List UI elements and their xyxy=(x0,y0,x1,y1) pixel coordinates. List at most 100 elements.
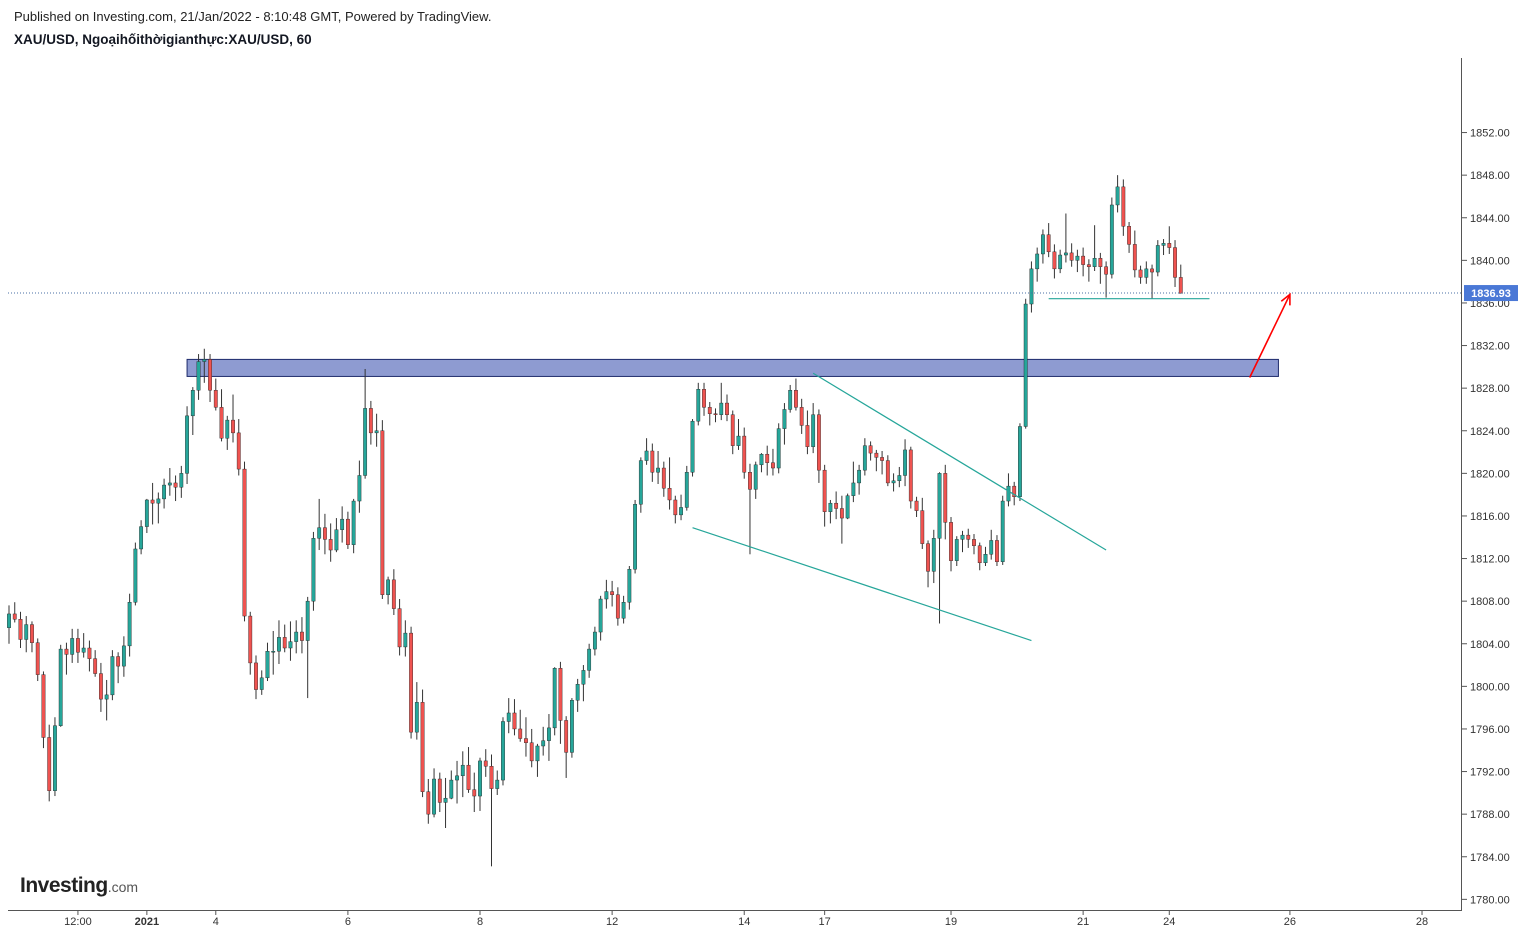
y-tick-label: 1784.00 xyxy=(1470,852,1510,864)
x-tick-label: 12 xyxy=(606,916,618,928)
candle-body-down xyxy=(817,414,821,471)
candle-body-up xyxy=(1018,426,1022,497)
candle-body-down xyxy=(1081,255,1086,265)
y-tick-label: 1852.00 xyxy=(1470,128,1510,140)
candle-body-down xyxy=(1150,268,1154,273)
candle-body-down xyxy=(397,608,402,648)
candle-body-down xyxy=(93,658,98,674)
x-tick-label: 28 xyxy=(1416,916,1428,928)
candle-body-up xyxy=(1063,252,1068,256)
y-tick-label: 1824.00 xyxy=(1470,426,1510,438)
candle-body-up xyxy=(679,507,683,516)
x-tick-label: 4 xyxy=(213,916,219,928)
candle-body-up xyxy=(581,670,586,685)
candle-body-down xyxy=(472,789,477,797)
candle-body-down xyxy=(35,642,40,675)
candle-body-down xyxy=(1069,252,1074,261)
candle-body-up xyxy=(351,500,356,545)
candle-body-up xyxy=(449,779,454,799)
candle-body-down xyxy=(558,668,563,721)
candle-body-down xyxy=(943,473,948,523)
candle-body-down xyxy=(282,637,287,649)
candle-body-down xyxy=(512,712,517,730)
candle-body-up xyxy=(638,460,643,505)
x-tick-label: 6 xyxy=(345,916,351,928)
x-tick-label: 17 xyxy=(819,916,831,928)
candle-body-down xyxy=(771,462,775,469)
candle-body-up xyxy=(133,548,138,603)
candle-body-down xyxy=(420,702,425,792)
x-axis-ticks: 12:00 2021 4 6 8 12 14 17 19 21 24 26 28 xyxy=(64,910,1428,928)
candle-body-down xyxy=(64,648,69,655)
candle-body-up xyxy=(305,600,310,641)
candle-body-down xyxy=(874,452,879,458)
candle-body-down xyxy=(972,539,976,546)
candle-body-down xyxy=(667,488,672,501)
candle-body-up xyxy=(753,464,758,490)
candle-body-up xyxy=(7,613,11,628)
candle-body-down xyxy=(673,499,678,516)
candle-body-down xyxy=(977,545,982,564)
candle-body-down xyxy=(880,457,884,461)
candle-body-down xyxy=(483,760,488,767)
candle-body-up xyxy=(403,632,408,648)
candle-body-up xyxy=(644,450,649,461)
x-tick-label: 2021 xyxy=(135,916,159,928)
candle-body-down xyxy=(300,631,304,641)
y-tick-label: 1800.00 xyxy=(1470,681,1510,693)
candle-body-down xyxy=(794,390,798,408)
candle-body-up xyxy=(24,624,29,640)
candle-body-down xyxy=(1178,277,1183,294)
candle-body-up xyxy=(225,419,230,439)
candle-body-up xyxy=(506,712,511,722)
candle-body-down xyxy=(248,615,253,664)
candle-body-up xyxy=(1041,234,1045,255)
candle-body-down xyxy=(426,791,431,815)
candle-body-down xyxy=(742,435,747,473)
candle-body-up xyxy=(782,409,787,429)
candle-body-up xyxy=(1075,255,1080,261)
candle-body-down xyxy=(661,467,666,489)
x-tick-label: 12:00 xyxy=(64,916,92,928)
candle-body-up xyxy=(857,469,862,484)
candle-body-up xyxy=(185,415,189,474)
candle-body-up xyxy=(179,473,184,488)
candle-body-up xyxy=(357,475,362,502)
candle-body-up xyxy=(570,699,574,753)
candle-body-down xyxy=(1086,264,1091,267)
candle-body-up xyxy=(432,778,436,815)
candle-body-up xyxy=(897,475,902,482)
candle-body-down xyxy=(328,539,333,551)
candle-body-up xyxy=(311,538,316,602)
logo-brand: Investing xyxy=(20,874,108,897)
candle-body-down xyxy=(518,728,523,739)
candle-body-up xyxy=(1109,204,1114,275)
candle-body-down xyxy=(868,445,873,454)
candle-body-down xyxy=(908,449,913,502)
candle-body-up xyxy=(1023,303,1028,427)
candle-body-up xyxy=(983,554,988,564)
candle-body-down xyxy=(748,472,752,490)
candle-body-up xyxy=(288,641,293,649)
candle-body-down xyxy=(368,408,373,434)
candle-body-down xyxy=(1046,234,1051,253)
current-price-layer: 1836.93 xyxy=(8,285,1518,302)
y-tick-label: 1780.00 xyxy=(1470,894,1510,906)
candle-body-down xyxy=(713,413,718,415)
arrow-head xyxy=(1280,292,1291,306)
candle-body-down xyxy=(47,737,52,791)
candle-body-up xyxy=(598,598,603,633)
candle-body-up xyxy=(104,694,109,700)
candle-body-up xyxy=(271,651,276,653)
candle-body-up xyxy=(592,631,597,650)
candle-body-down xyxy=(41,674,46,738)
candle-body-up xyxy=(1006,485,1011,502)
candle-body-down xyxy=(18,619,23,640)
candle-body-down xyxy=(805,425,810,447)
candle-body-up xyxy=(259,677,264,690)
candle-body-up xyxy=(719,402,724,415)
candle-body-down xyxy=(650,450,655,473)
candle-body-up xyxy=(736,435,741,446)
candle-body-down xyxy=(524,738,528,743)
